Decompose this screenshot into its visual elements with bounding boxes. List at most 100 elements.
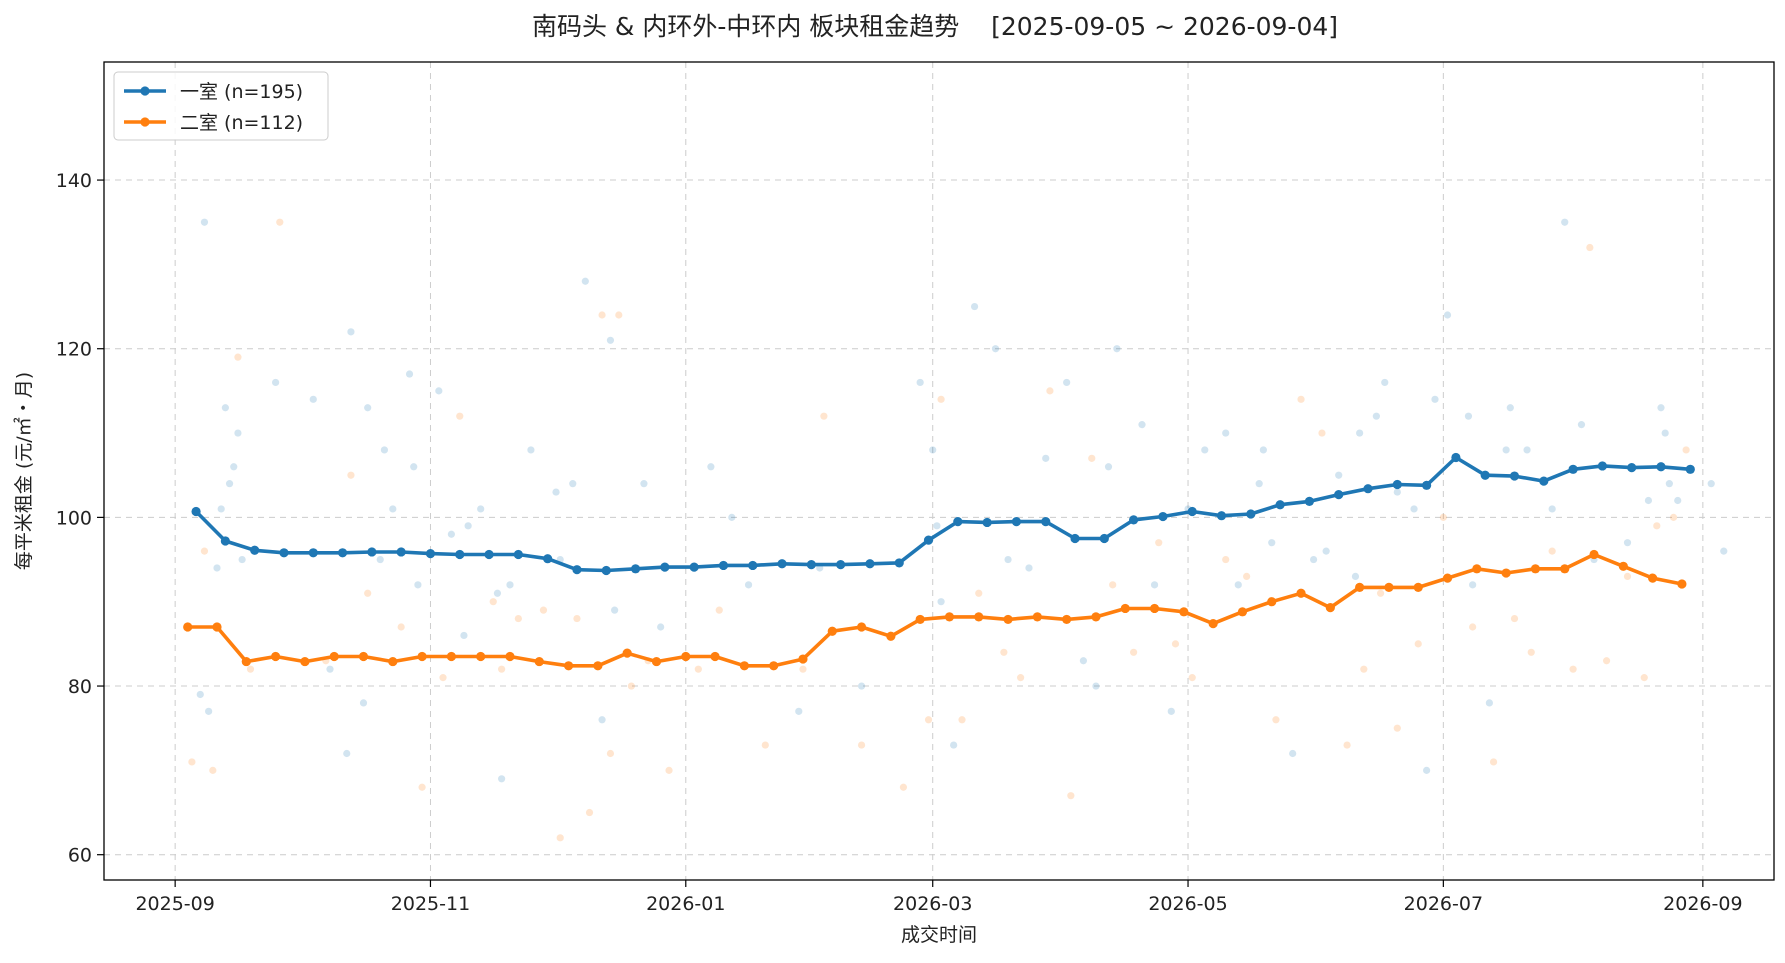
series-point <box>1627 463 1637 473</box>
x-tick-label: 2025-09 <box>135 893 214 915</box>
series-point <box>1480 470 1490 480</box>
series-point <box>1355 582 1365 592</box>
scatter-point <box>1360 665 1368 673</box>
scatter-point <box>410 463 418 471</box>
series-lines <box>183 452 1695 671</box>
y-axis-label: 每平米租金 (元/㎡・月) <box>12 372 35 570</box>
series-point <box>271 651 281 662</box>
scatter-point <box>272 378 280 387</box>
series-point <box>484 549 494 560</box>
scatter-point <box>1423 766 1431 774</box>
scatter-point <box>205 707 213 715</box>
scatter-point <box>552 488 560 496</box>
scatter-point <box>1138 421 1146 429</box>
series-point <box>630 564 641 574</box>
series-point <box>718 560 729 571</box>
scatter-point <box>1155 539 1163 547</box>
series-point <box>1589 549 1599 560</box>
scatter-point <box>1130 648 1138 656</box>
scatter-point <box>493 589 502 597</box>
scatter-point <box>276 218 284 226</box>
scatter-point <box>585 808 594 817</box>
series-point <box>982 517 992 528</box>
scatter-point <box>598 716 606 724</box>
series-point <box>572 565 582 575</box>
x-tick-label: 2026-09 <box>1663 893 1742 915</box>
scatter-point <box>326 665 334 673</box>
scatter-point <box>715 606 723 614</box>
scatter-point <box>1289 749 1297 758</box>
scatter-point <box>1640 674 1648 682</box>
series-point <box>748 560 758 571</box>
series-point <box>1442 573 1453 583</box>
series-point <box>1648 573 1658 583</box>
scatter-point <box>234 429 242 437</box>
series-point <box>894 558 904 568</box>
scatter-point <box>1017 674 1025 682</box>
scatter-point <box>1046 387 1054 395</box>
series-point <box>279 548 289 558</box>
series-point <box>1216 511 1227 521</box>
scatter-point <box>1577 421 1586 429</box>
series-point <box>681 651 691 662</box>
scatter-point <box>1669 513 1678 521</box>
scatter-point <box>1201 446 1209 454</box>
legend-label: 一室 (n=195) <box>180 81 303 103</box>
series-point <box>505 651 515 662</box>
scatter-point <box>1222 429 1230 437</box>
legend-marker <box>140 86 150 96</box>
scatter-point <box>1674 496 1682 505</box>
scatter-point <box>1506 404 1514 412</box>
series-point <box>396 547 406 557</box>
series-point <box>308 548 318 558</box>
scatter-point <box>309 395 317 403</box>
scatter-point <box>1234 581 1242 589</box>
series-point <box>1304 496 1315 506</box>
scatter-point <box>728 513 736 521</box>
series-point <box>1685 464 1695 474</box>
x-tick-label: 2026-03 <box>893 893 972 915</box>
scatter-point <box>1485 699 1493 707</box>
scatter-point <box>489 598 497 606</box>
scatter-point <box>640 480 648 488</box>
scatter-point <box>1188 674 1196 682</box>
scatter-point <box>1510 614 1519 623</box>
scatter-points <box>188 218 1728 842</box>
series-point <box>974 612 984 622</box>
series-point <box>337 548 348 558</box>
scatter-point <box>1343 741 1351 749</box>
series-point <box>1070 533 1080 544</box>
scatter-point <box>975 589 983 597</box>
series-point <box>1560 564 1570 574</box>
series-point <box>1099 533 1109 544</box>
scatter-point <box>527 446 535 454</box>
scatter-point <box>1351 572 1360 581</box>
series-point <box>1472 564 1482 574</box>
series-point <box>367 547 377 557</box>
plot-frame <box>103 61 1775 881</box>
series-point <box>220 536 230 546</box>
y-tick-label: 120 <box>56 339 92 361</box>
scatter-point <box>958 716 966 724</box>
scatter-point <box>1318 429 1326 437</box>
series-point <box>1120 603 1130 614</box>
scatter-point <box>1527 648 1535 656</box>
series-point <box>886 631 896 641</box>
scatter-point <box>1297 395 1305 403</box>
scatter-point <box>569 480 577 488</box>
scatter-point <box>1109 581 1117 589</box>
series-point <box>1325 603 1335 613</box>
scatter-point <box>1335 471 1343 479</box>
scatter-point <box>1431 395 1439 403</box>
scatter-point <box>246 665 255 673</box>
series-point <box>388 656 398 667</box>
scatter-point <box>1322 547 1330 555</box>
series-point <box>622 648 632 658</box>
scatter-point <box>1088 454 1096 462</box>
y-tick-label: 80 <box>68 676 92 698</box>
scatter-point <box>1623 572 1632 581</box>
scatter-point <box>899 783 908 791</box>
series-point <box>953 516 963 527</box>
scatter-point <box>694 665 702 673</box>
